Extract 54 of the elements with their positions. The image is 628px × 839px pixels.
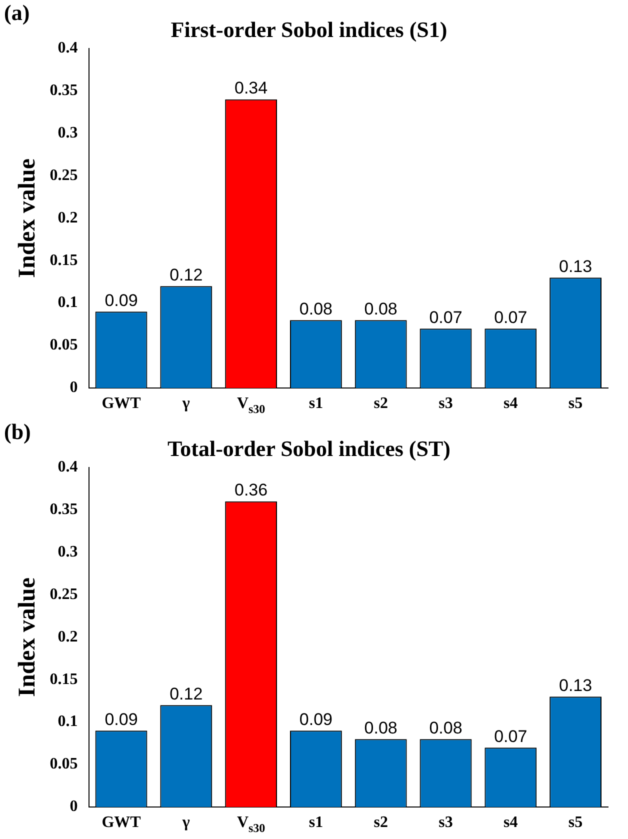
y-tick-label: 0.35 [50, 500, 78, 518]
data-label: 0.08 [364, 299, 398, 318]
x-tick-label: γ [181, 814, 190, 832]
chart-title: First-order Sobol indices (S1) [170, 16, 448, 42]
x-tick-label: s1 [308, 814, 324, 832]
y-tick-label: 0.05 [50, 756, 78, 773]
x-tick-label: s3 [438, 814, 453, 832]
data-label: 0.34 [234, 78, 268, 98]
data-label: 0.13 [559, 676, 592, 695]
x-tick-label: s3 [438, 395, 453, 412]
y-tick-label: 0.4 [58, 40, 78, 57]
data-label: 0.13 [559, 256, 592, 276]
x-tick-label: s4 [504, 814, 518, 832]
y-tick-label: 0.3 [58, 124, 78, 142]
x-tick-label: s4 [504, 395, 518, 412]
y-tick-label: 0.15 [50, 252, 78, 269]
chart-title: Total-order Sobol indices (ST) [168, 436, 450, 461]
y-tick-label: 0.3 [58, 543, 78, 560]
x-tick-label: s2 [374, 395, 388, 412]
y-tick-label: 0.35 [50, 82, 78, 99]
x-tick-label: GWT [102, 395, 142, 412]
y-tick-label: 0 [70, 798, 78, 816]
data-label: 0.09 [299, 710, 332, 729]
y-tick-label: 0.2 [58, 628, 78, 646]
y-tick-label: 0.1 [58, 294, 78, 312]
data-label: 0.12 [170, 684, 203, 704]
x-tick-label: s1 [308, 395, 324, 412]
x-tick-label: γ [181, 395, 190, 412]
x-tick-label: s2 [374, 814, 388, 832]
y-tick-label: 0.15 [50, 670, 78, 688]
y-tick-label: 0 [70, 379, 78, 396]
x-tick-label: s5 [568, 395, 583, 412]
data-label: 0.07 [494, 308, 528, 327]
data-label: 0.09 [104, 290, 138, 310]
y-tick-label: 0.2 [58, 209, 78, 226]
text: (b) [4, 419, 31, 445]
text: (a) [4, 0, 30, 26]
y-tick-label: 0.25 [50, 166, 78, 184]
y-tick-label: 0.25 [50, 586, 78, 603]
data-label: 0.07 [429, 308, 462, 327]
data-label: 0.09 [104, 710, 138, 729]
x-tick-label: GWT [102, 814, 142, 832]
y-tick-label: 0.1 [58, 713, 78, 730]
data-label: 0.08 [429, 718, 462, 738]
data-label: 0.08 [364, 718, 398, 738]
x-tick-label: s5 [568, 814, 583, 832]
y-axis-title: Index value [14, 158, 41, 278]
y-tick-label: 0.05 [50, 336, 78, 354]
data-label: 0.12 [170, 265, 203, 284]
data-label: 0.36 [234, 480, 268, 500]
data-label: 0.07 [494, 726, 528, 746]
y-axis-title: Index value [14, 577, 41, 697]
y-tick-label: 0.4 [58, 458, 78, 476]
data-label: 0.08 [299, 299, 332, 318]
